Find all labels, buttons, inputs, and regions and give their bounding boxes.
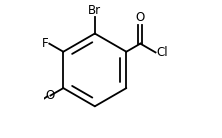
Text: Cl: Cl	[156, 46, 168, 59]
Text: O: O	[136, 11, 145, 24]
Text: F: F	[42, 37, 49, 50]
Text: Br: Br	[88, 4, 101, 17]
Text: O: O	[46, 89, 55, 102]
